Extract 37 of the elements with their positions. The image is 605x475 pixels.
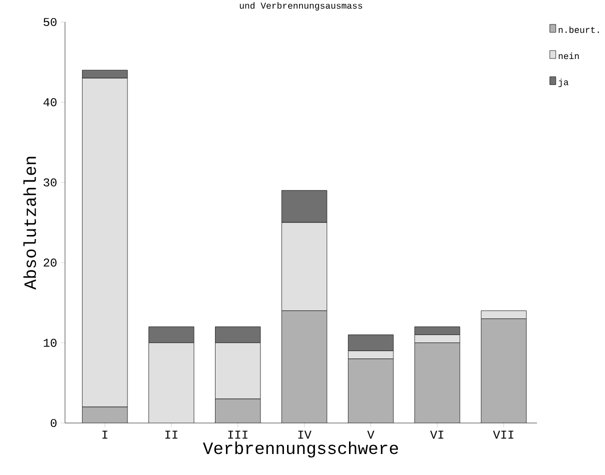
bar [348,350,394,360]
y-axis-title: Absolutzahlen [23,156,36,290]
bar [348,334,394,352]
legend-label: n.beurt. [558,26,599,33]
x-tick-label: IV [298,430,312,439]
bar [414,326,460,335]
bar [414,334,460,343]
x-tick-label: II [165,430,178,439]
bar [480,318,527,423]
legend-label: nein [558,52,579,60]
y-tick-label: 40 [43,98,56,106]
bar [282,190,328,223]
bar [215,326,261,343]
bar [480,310,527,319]
x-tick-label: I [102,430,108,439]
chart-title: und Verbrennungsausmass [240,2,362,11]
x-tick-label: VII [493,430,514,439]
y-tick-label: 10 [44,338,56,347]
legend-label: ja [558,78,568,88]
bar [414,342,460,423]
x-axis-title: Verbrennungsschwere [202,441,398,458]
bar [82,406,128,423]
bar [148,342,194,423]
bar [215,398,260,423]
x-tick-label: VI [430,430,444,439]
bar [148,326,194,343]
y-tick-label: 30 [44,178,56,186]
bar [82,78,128,408]
bar [282,222,328,311]
y-tick-label: 0 [50,418,56,428]
y-tick-label: 50 [44,18,56,26]
y-tick-label: 20 [44,258,56,267]
bar [282,310,327,423]
bar [348,358,394,423]
x-tick-label: III [228,430,248,439]
x-tick-label: V [367,430,374,439]
bar [215,342,261,400]
